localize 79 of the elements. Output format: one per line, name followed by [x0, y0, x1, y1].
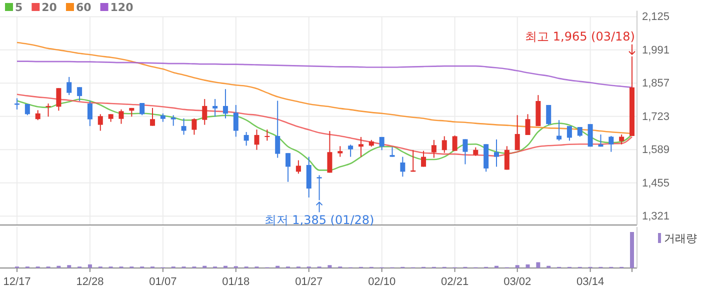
y-tick-label: 1,455 [642, 177, 670, 190]
candlestick [421, 150, 426, 168]
legend-label: 60 [76, 1, 92, 14]
candlestick [514, 114, 520, 151]
candlestick [358, 136, 364, 158]
legend-label: 거래량 [664, 232, 697, 245]
candlestick [192, 118, 197, 136]
candlestick [619, 134, 624, 145]
candlestick [431, 139, 436, 158]
x-tick-label: 03/14 [576, 276, 604, 288]
candlestick [118, 108, 124, 124]
candlestick [275, 100, 280, 158]
candlestick [588, 124, 593, 148]
candlestick [566, 126, 572, 142]
candlestick [546, 104, 552, 126]
x-tick-label: 02/21 [441, 276, 469, 288]
candlestick [494, 138, 499, 168]
bar [630, 232, 634, 268]
legend-label: 5 [15, 1, 23, 14]
candlestick [442, 136, 447, 154]
candlestick [452, 134, 458, 152]
legend-label: 20 [42, 1, 58, 14]
x-tick-label: 01/18 [222, 276, 250, 288]
annotation: 최저 1,385 (01/28) [264, 213, 374, 228]
candlestick [98, 114, 103, 132]
y-tick-label: 2,125 [642, 11, 670, 24]
candlestick [181, 118, 186, 136]
candlestick [400, 156, 406, 178]
y-tick-label: 1,723 [642, 110, 670, 123]
candlestick [379, 136, 384, 151]
x-tick-label: 12/28 [76, 276, 104, 288]
candlestick [338, 146, 343, 158]
annotation: 최고 1,965 (03/18) [525, 29, 635, 44]
bar [536, 262, 540, 268]
candlestick [327, 130, 332, 174]
candlestick [202, 98, 208, 126]
candlestick [46, 102, 51, 118]
candlestick [286, 152, 291, 182]
candlestick [577, 126, 582, 138]
candlestick [222, 88, 228, 119]
candlestick [35, 110, 40, 121]
bar [88, 264, 92, 268]
y-tick-label: 1,857 [642, 78, 670, 90]
candlestick [77, 86, 82, 102]
y-tick-label: 1,991 [642, 44, 670, 56]
candlestick [264, 129, 270, 142]
bar [526, 264, 530, 268]
x-tick-label: 02/10 [368, 276, 396, 288]
candlestick [233, 104, 238, 138]
candlestick [244, 132, 249, 146]
bar [67, 265, 72, 268]
candlestick [150, 107, 156, 126]
bar [328, 265, 332, 268]
bar [515, 265, 520, 268]
candlestick [556, 120, 562, 142]
candlestick [296, 160, 301, 174]
candlestick [316, 174, 322, 201]
line-series [16, 60, 633, 88]
legend-label: 120 [110, 1, 134, 14]
candlestick [87, 100, 92, 127]
candlestick [212, 98, 218, 118]
y-tick-label: 1,589 [642, 144, 670, 156]
candlestick [504, 146, 510, 170]
candlestick [170, 114, 176, 126]
candlestick [56, 88, 62, 112]
x-tick-label: 01/27 [295, 276, 323, 288]
candlestick [306, 156, 312, 198]
candlestick [525, 114, 530, 136]
candlestick [66, 76, 72, 96]
candlestick [608, 135, 614, 152]
candlestick [390, 146, 395, 158]
candlestick [462, 138, 468, 165]
candlestick [348, 144, 354, 158]
candlestick [254, 129, 260, 150]
x-tick-label: 01/07 [149, 276, 177, 288]
candlestick [140, 102, 145, 116]
y-tick-label: 1,321 [642, 210, 670, 223]
x-tick-label: 12/17 [3, 276, 31, 288]
x-tick-label: 03/02 [504, 276, 532, 288]
